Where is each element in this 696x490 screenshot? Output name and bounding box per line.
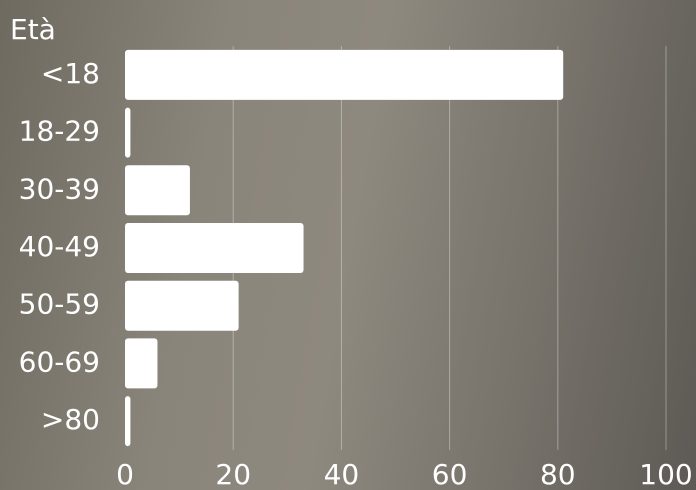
chart-title: Età <box>10 13 56 46</box>
bar <box>125 107 131 158</box>
x-tick-label: 100 <box>639 458 692 490</box>
bar <box>125 165 190 216</box>
bar <box>125 338 158 389</box>
y-tick-label: 40-49 <box>19 230 100 263</box>
x-tick-label: 20 <box>215 458 251 490</box>
x-tick-label: 40 <box>324 458 360 490</box>
bar <box>125 223 304 273</box>
y-tick-label: 50-59 <box>19 288 100 321</box>
x-tick-label: 0 <box>116 458 134 490</box>
y-tick-label: 60-69 <box>19 345 100 378</box>
y-tick-label: 30-39 <box>19 172 100 205</box>
bar <box>125 280 239 331</box>
y-tick-label: >80 <box>41 403 100 436</box>
y-tick-label: 18-29 <box>19 115 100 148</box>
x-tick-label: 60 <box>432 458 468 490</box>
y-tick-label: <18 <box>41 57 100 90</box>
bar <box>125 49 564 100</box>
x-tick-label: 80 <box>540 458 576 490</box>
bar <box>125 396 131 447</box>
